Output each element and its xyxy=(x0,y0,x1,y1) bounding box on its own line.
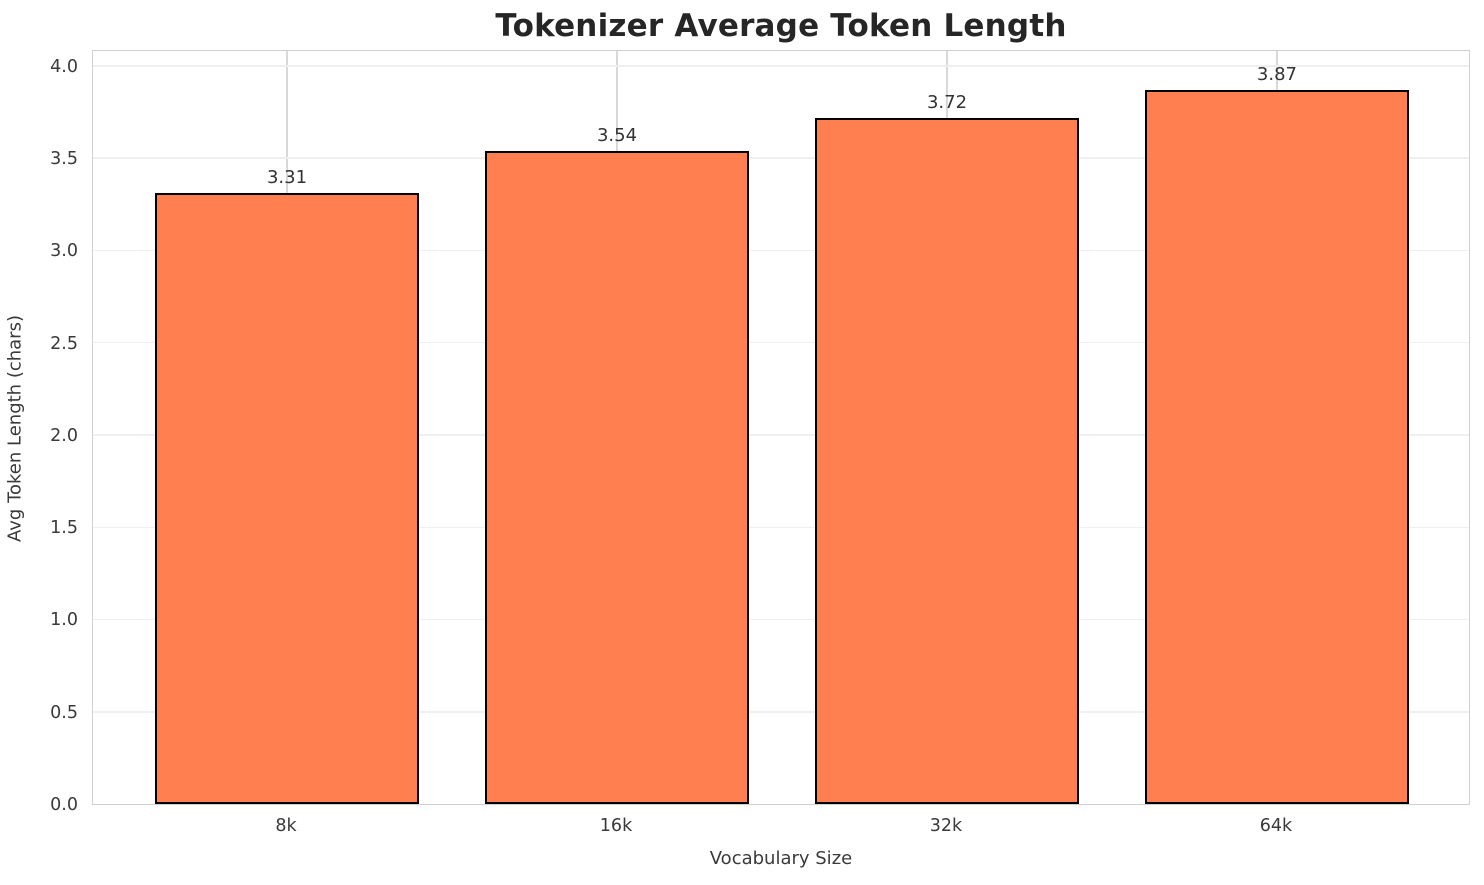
gridline-horizontal xyxy=(93,434,1469,436)
gridline-horizontal xyxy=(93,618,1469,621)
gridline-horizontal xyxy=(93,157,1469,159)
gridline-horizontal xyxy=(93,341,1469,344)
x-tick-label-32k: 32k xyxy=(929,816,963,836)
gridline-horizontal xyxy=(93,65,1469,67)
x-axis-label: Vocabulary Size xyxy=(709,848,853,869)
bar-value-label-64k: 3.87 xyxy=(1256,63,1297,85)
y-tick-label-2.5: 2.5 xyxy=(50,333,78,354)
x-tick-label-64k: 64k xyxy=(1259,816,1293,836)
y-tick-label-2.0: 2.0 xyxy=(50,425,78,446)
gridline-horizontal xyxy=(93,526,1469,528)
bar-16k xyxy=(485,150,749,804)
x-tick-label-16k: 16k xyxy=(599,816,633,836)
gridline-horizontal xyxy=(93,711,1469,713)
x-tick-label-8k: 8k xyxy=(275,816,297,836)
y-tick-label-3.0: 3.0 xyxy=(50,241,78,262)
bar-value-label-32k: 3.72 xyxy=(926,91,968,113)
bar-32k xyxy=(814,117,1079,804)
y-tick-label-1.0: 1.0 xyxy=(50,610,78,631)
bar-value-label-16k: 3.54 xyxy=(596,124,638,146)
y-tick-label-4.0: 4.0 xyxy=(50,56,78,77)
y-tick-label-3.5: 3.5 xyxy=(50,149,78,170)
bar-64k xyxy=(1144,89,1409,804)
plot-area: 3.31 3.54 3.72 3.87 xyxy=(92,50,1470,805)
chart-title: Tokenizer Average Token Length xyxy=(495,8,1067,44)
gridline-horizontal xyxy=(93,249,1469,252)
y-tick-label-1.5: 1.5 xyxy=(50,518,78,539)
y-tick-label-0.5: 0.5 xyxy=(50,702,78,723)
bar-value-label-8k: 3.31 xyxy=(266,167,308,189)
y-tick-label-0.0: 0.0 xyxy=(50,795,78,815)
bar-8k xyxy=(155,193,420,804)
